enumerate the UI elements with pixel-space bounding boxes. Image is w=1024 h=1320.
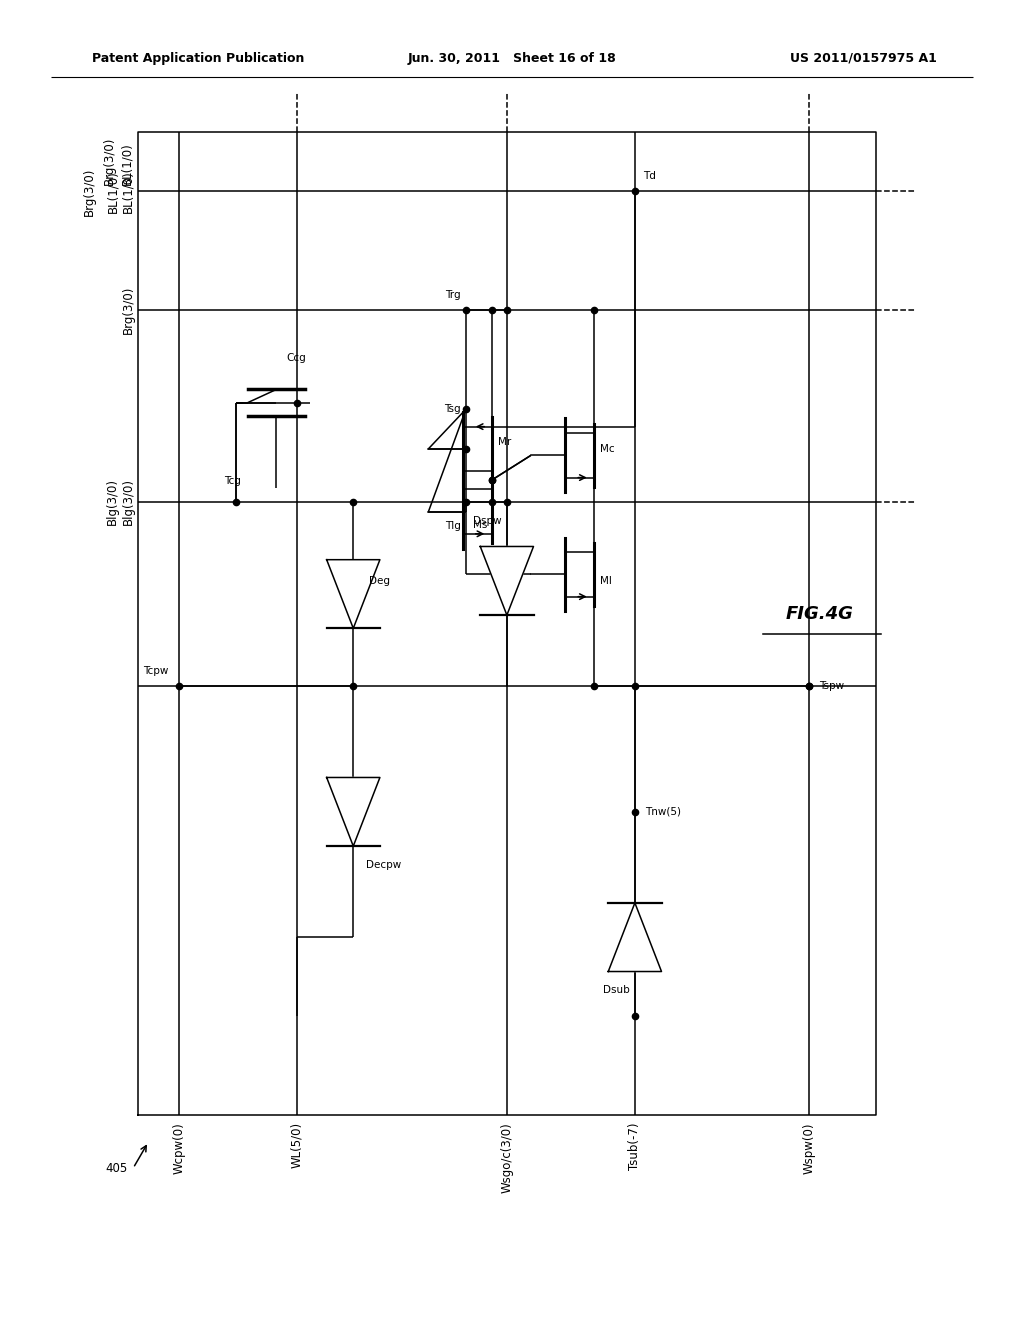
Text: WL(5/0): WL(5/0) <box>291 1122 303 1168</box>
Text: Tspw: Tspw <box>819 681 845 692</box>
Text: US 2011/0157975 A1: US 2011/0157975 A1 <box>791 51 937 65</box>
Text: Tnw(5): Tnw(5) <box>645 807 681 817</box>
Polygon shape <box>608 903 662 972</box>
Text: BL(1/0): BL(1/0) <box>122 170 134 213</box>
Text: Ccg: Ccg <box>287 352 306 363</box>
Text: Tcg: Tcg <box>224 475 241 486</box>
Text: Blg(3/0): Blg(3/0) <box>122 478 134 525</box>
Polygon shape <box>480 546 534 615</box>
Text: BL(1/0): BL(1/0) <box>106 170 119 213</box>
Text: Jun. 30, 2011   Sheet 16 of 18: Jun. 30, 2011 Sheet 16 of 18 <box>408 51 616 65</box>
Text: Mc: Mc <box>600 444 614 454</box>
Text: FIG.4G: FIG.4G <box>785 605 853 623</box>
Text: Deg: Deg <box>369 576 390 586</box>
Text: Wcpw(0): Wcpw(0) <box>173 1122 185 1173</box>
Text: BL(1/0): BL(1/0) <box>120 143 133 185</box>
Text: Brg(3/0): Brg(3/0) <box>122 286 134 334</box>
Text: 405: 405 <box>105 1162 128 1175</box>
Text: Wsgo/c(3/0): Wsgo/c(3/0) <box>501 1122 513 1193</box>
Text: Mr: Mr <box>498 437 511 447</box>
Text: Td: Td <box>643 170 656 181</box>
Text: Tsub(-7): Tsub(-7) <box>629 1122 641 1170</box>
Text: Dsub: Dsub <box>603 985 630 995</box>
Polygon shape <box>327 777 380 846</box>
Text: Brg(3/0): Brg(3/0) <box>102 136 116 185</box>
Text: Ml: Ml <box>600 576 612 586</box>
Text: Dspw: Dspw <box>473 516 502 527</box>
Text: Tsg: Tsg <box>444 404 461 414</box>
Polygon shape <box>327 560 380 628</box>
Text: Brg(3/0): Brg(3/0) <box>83 168 95 215</box>
Text: Decpw: Decpw <box>366 859 400 870</box>
Text: Ms: Ms <box>473 520 487 529</box>
Text: Blg(3/0): Blg(3/0) <box>106 478 119 525</box>
Text: Tcpw: Tcpw <box>143 665 169 676</box>
Text: Wspw(0): Wspw(0) <box>803 1122 815 1173</box>
Text: Trg: Trg <box>445 289 461 300</box>
Text: Patent Application Publication: Patent Application Publication <box>92 51 304 65</box>
Text: Tlg: Tlg <box>444 521 461 532</box>
